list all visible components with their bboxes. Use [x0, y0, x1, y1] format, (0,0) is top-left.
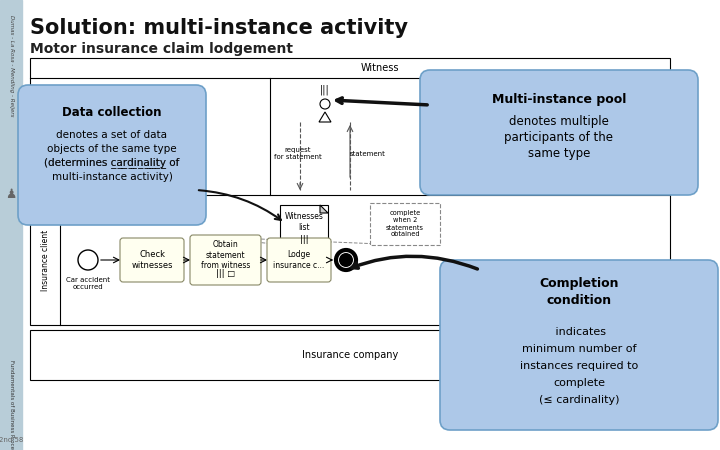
Text: Insurance company: Insurance company [302, 350, 398, 360]
Text: |||: ||| [300, 235, 308, 244]
Text: Witnesses
list: Witnesses list [284, 212, 323, 232]
Text: ||| □: ||| □ [216, 270, 235, 279]
FancyBboxPatch shape [440, 260, 718, 430]
Text: (determines c̲a̲r̲d̲i̲n̲a̲l̲i̲t̲y̲ of: (determines c̲a̲r̲d̲i̲n̲a̲l̲i̲t̲y̲ of [45, 158, 180, 168]
Text: Dumas - La Rosa - Mendling - Reijers: Dumas - La Rosa - Mendling - Reijers [9, 15, 14, 117]
Text: denotes multiple: denotes multiple [509, 116, 609, 129]
Text: Check
witnesses: Check witnesses [131, 250, 173, 270]
Bar [30, 58, 670, 325]
Text: (determines cardinality of: (determines cardinality of [45, 158, 179, 168]
FancyBboxPatch shape [190, 235, 261, 285]
Text: Obtain
statement
from witness: Obtain statement from witness [201, 240, 250, 270]
FancyBboxPatch shape [120, 238, 184, 282]
Text: Multi-instance pool: Multi-instance pool [492, 94, 626, 107]
Text: minimum number of: minimum number of [522, 344, 636, 354]
Bar [280, 205, 328, 247]
Bar [0, 0, 22, 450]
Text: |||: ||| [320, 85, 330, 95]
Bar [370, 203, 440, 245]
Text: Data collection: Data collection [62, 107, 162, 120]
Text: indicates: indicates [552, 327, 606, 337]
Text: participants of the: participants of the [505, 131, 613, 144]
Text: Lodge
insurance c...: Lodge insurance c... [274, 250, 325, 270]
Text: Witness: Witness [361, 63, 400, 73]
Text: Car accident
occurred: Car accident occurred [66, 277, 110, 290]
Text: 2nd 58: 2nd 58 [0, 437, 23, 443]
Polygon shape [320, 205, 328, 213]
FancyBboxPatch shape [267, 238, 331, 282]
Text: request
for statement: request for statement [274, 147, 322, 160]
Text: complete
when 2
statements
obtained: complete when 2 statements obtained [386, 211, 424, 238]
Text: objects of the same type: objects of the same type [48, 144, 177, 154]
Polygon shape [319, 112, 331, 122]
Text: Solution: multi-instance activity: Solution: multi-instance activity [30, 18, 408, 38]
Circle shape [78, 250, 98, 270]
Circle shape [320, 99, 330, 109]
Text: complete: complete [553, 378, 605, 388]
FancyBboxPatch shape [420, 70, 698, 195]
Text: Insurance client: Insurance client [40, 230, 50, 291]
Text: Fundamentals of Business Process Management: Fundamentals of Business Process Managem… [9, 360, 14, 450]
Text: Completion
condition: Completion condition [539, 278, 618, 306]
Text: same type: same type [528, 148, 590, 161]
Circle shape [336, 250, 356, 270]
Text: statement: statement [350, 150, 386, 157]
Text: Motor insurance claim lodgement: Motor insurance claim lodgement [30, 42, 293, 56]
FancyBboxPatch shape [18, 85, 206, 225]
Bar [30, 330, 670, 380]
Text: multi-instance activity): multi-instance activity) [52, 172, 172, 182]
Text: (determines cardinality of: (determines cardinality of [45, 158, 179, 168]
Circle shape [339, 253, 353, 267]
Text: denotes a set of data: denotes a set of data [56, 130, 168, 140]
Text: ♟: ♟ [5, 189, 17, 202]
Text: instances required to: instances required to [520, 361, 638, 371]
Text: (≤ cardinality): (≤ cardinality) [539, 395, 619, 405]
